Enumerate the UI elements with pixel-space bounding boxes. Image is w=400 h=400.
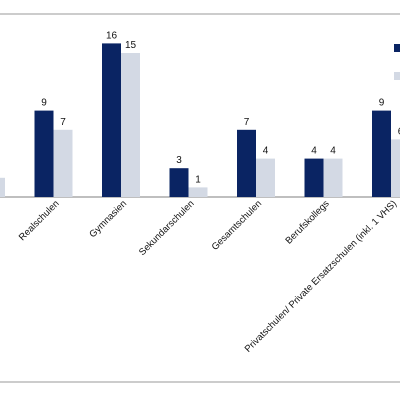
value-label-series-1-5: 7 bbox=[244, 117, 250, 128]
value-label-series-2-3: 15 bbox=[125, 40, 137, 51]
bar-series-1-2 bbox=[34, 110, 54, 197]
bar-series-1-6 bbox=[304, 158, 324, 197]
bar-series-2-7 bbox=[391, 139, 400, 197]
value-label-series-1-4: 3 bbox=[176, 155, 182, 166]
bar-series-2-2 bbox=[53, 129, 73, 197]
category-label-6: Berufskollegs bbox=[284, 198, 332, 246]
bar-series-1-3 bbox=[102, 43, 121, 198]
value-label-series-1-2: 9 bbox=[41, 98, 47, 109]
value-label-series-1-6: 4 bbox=[311, 146, 317, 157]
value-label-series-2-6: 4 bbox=[330, 146, 336, 157]
bar-series-2-3 bbox=[121, 53, 140, 197]
value-label-series-1-3: 16 bbox=[106, 30, 118, 41]
value-label-series-1-7: 9 bbox=[379, 98, 385, 109]
category-label-7: Privatschulen/ Private Ersatzschulen (in… bbox=[243, 198, 399, 354]
bar-series-2-5 bbox=[256, 158, 275, 197]
value-label-series-2-2: 7 bbox=[60, 117, 66, 128]
legend-swatch-series-2 bbox=[394, 72, 400, 80]
bar-series-2-6 bbox=[323, 158, 343, 197]
bar-series-1-7 bbox=[372, 110, 391, 197]
category-label-5: Gesamtschulen bbox=[210, 198, 264, 252]
bar-series-1-5 bbox=[237, 129, 256, 197]
legend-swatch-series-1 bbox=[394, 44, 400, 52]
category-label-2: Realschulen bbox=[17, 198, 62, 243]
bar-series-1-4 bbox=[169, 168, 189, 197]
value-label-series-2-5: 4 bbox=[263, 146, 269, 157]
value-label-series-2-7: 6 bbox=[398, 126, 400, 137]
category-label-3: Gymnasien bbox=[87, 198, 129, 240]
value-label-series-2-4: 1 bbox=[195, 174, 201, 185]
bar-series-2-1 bbox=[0, 177, 5, 197]
category-label-4: Sekundarschulen bbox=[137, 198, 197, 258]
bar-series-2-4 bbox=[188, 187, 208, 197]
